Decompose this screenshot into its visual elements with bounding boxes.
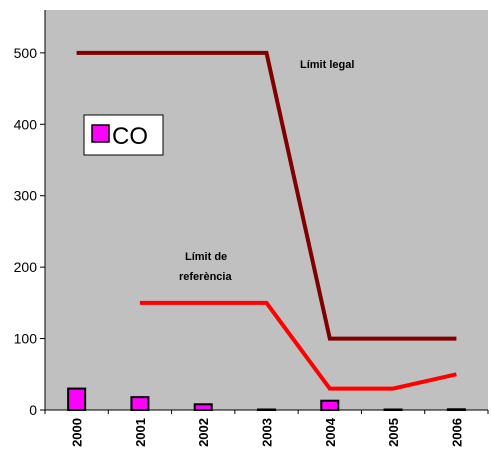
x-tick-label: 2001	[133, 418, 148, 447]
bar-2004	[320, 399, 340, 412]
x-tick-label: 2000	[70, 418, 85, 447]
annotation-limit-ref-line2: referència	[179, 271, 232, 283]
y-tick-label: 100	[14, 331, 38, 347]
y-tick-label: 0	[29, 402, 37, 418]
limit-legal-line	[76, 50, 457, 341]
y-tick-label: 200	[14, 259, 38, 275]
legend-swatch	[91, 124, 110, 143]
y-tick-label: 400	[14, 116, 38, 132]
legend: CO	[83, 114, 164, 156]
plot-area	[45, 10, 488, 410]
limit-ref-line	[139, 300, 457, 391]
bar-2000	[67, 387, 87, 412]
legend-label: CO	[112, 123, 148, 150]
x-tick-label: 2003	[260, 418, 275, 447]
x-tick-label: 2002	[196, 418, 211, 447]
y-tick-label: 500	[14, 45, 38, 61]
x-tick-label: 2006	[449, 418, 464, 447]
y-tick-label: 300	[14, 188, 38, 204]
x-tick-label: 2004	[323, 417, 338, 447]
bar-2001	[130, 396, 150, 411]
annotation-limit-ref-line1: Límit de	[185, 251, 227, 263]
annotation-limit-legal: Límit legal	[300, 59, 354, 71]
bar-2002	[193, 403, 213, 411]
x-tick-label: 2005	[386, 418, 401, 447]
